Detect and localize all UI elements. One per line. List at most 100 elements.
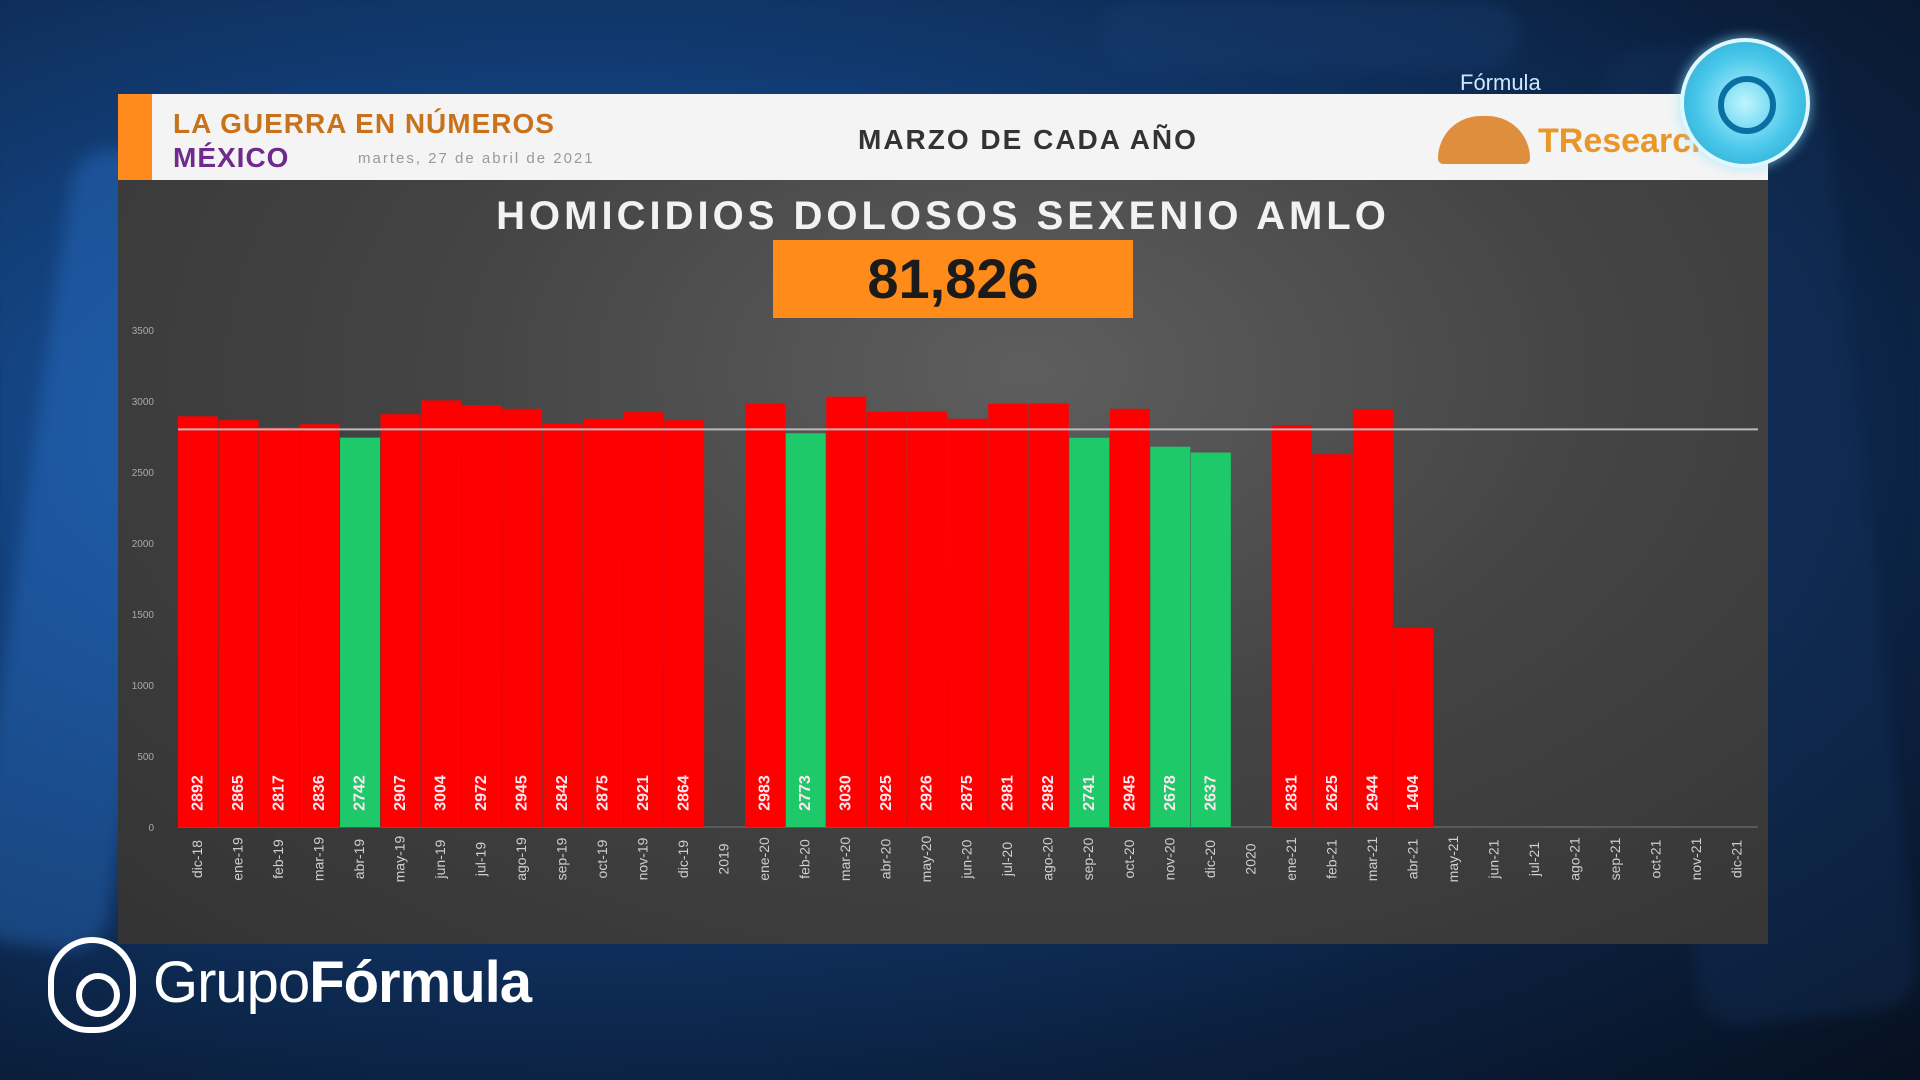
bar-value-label: 2864	[676, 775, 693, 811]
x-tick-label: sep-19	[554, 837, 570, 880]
bar	[218, 420, 259, 827]
total-box: 81,826	[773, 240, 1133, 318]
bar	[1352, 408, 1393, 827]
x-tick-label: ene-20	[756, 837, 772, 881]
x-tick-label: ago-19	[513, 837, 529, 881]
x-tick-label: mar-20	[837, 837, 853, 882]
x-tick-label: jul-19	[473, 842, 489, 877]
grupo-formula-brand: GrupoFórmula	[48, 935, 568, 1035]
bar-value-label: 2836	[311, 775, 328, 811]
x-tick-label: dic-19	[675, 840, 691, 878]
x-tick-label: nov-19	[635, 837, 651, 880]
bar	[826, 396, 867, 827]
bar-value-label: 2625	[1324, 775, 1341, 811]
x-tick-label: feb-19	[270, 839, 286, 879]
bar-value-label: 2925	[878, 775, 895, 811]
bar-value-label: 2875	[595, 775, 612, 811]
x-tick-label: ene-21	[1283, 837, 1299, 881]
brand-name-light: Grupo	[153, 950, 310, 1015]
bar-value-label: 2817	[271, 775, 288, 811]
header-title: LA GUERRA EN NÚMEROS	[173, 108, 555, 139]
bar	[623, 412, 664, 827]
x-tick-label: feb-20	[797, 839, 813, 879]
bar-value-label: 2842	[554, 775, 571, 811]
background-streak	[1100, 0, 1520, 70]
bar	[1109, 408, 1150, 827]
x-tick-label: oct-20	[1121, 839, 1137, 878]
x-tick-label: mar-21	[1364, 837, 1380, 882]
x-tick-label: ene-19	[229, 837, 245, 881]
x-tick-label: nov-20	[1161, 837, 1177, 880]
bar	[421, 400, 462, 827]
y-tick-label: 2500	[132, 468, 155, 479]
tresearch-logo-icon	[1438, 116, 1530, 164]
bar-value-label: 2637	[1202, 775, 1219, 811]
bar-value-label: 2944	[1364, 775, 1381, 811]
x-tick-label: may-20	[918, 835, 934, 882]
brand-name: GrupoFórmula	[153, 949, 532, 1016]
bar	[745, 403, 786, 827]
bar-value-label: 2981	[1000, 775, 1017, 811]
x-tick-label: abr-20	[878, 839, 894, 880]
bar	[259, 426, 300, 827]
bar-value-label: 2926	[919, 775, 936, 811]
tresearch-logo-text: TResearch	[1538, 122, 1712, 160]
bar-value-label: 3004	[433, 775, 450, 811]
bar-value-label: 2945	[1121, 775, 1138, 811]
header-accent-bar	[118, 94, 152, 180]
bar	[1028, 403, 1069, 827]
x-tick-label: jul-20	[999, 842, 1015, 877]
bar-value-label: 2945	[514, 775, 531, 811]
network-label: Fórmula	[1460, 70, 1541, 95]
y-tick-label: 0	[148, 823, 154, 834]
bar-value-label: 2865	[230, 775, 247, 811]
header-subtitle: MARZO DE CADA AÑO	[858, 124, 1198, 155]
header-date: martes, 27 de abril de 2021	[358, 150, 595, 167]
x-tick-label: jun-20	[959, 839, 975, 879]
x-tick-label: nov-21	[1688, 837, 1704, 880]
x-tick-label: oct-19	[594, 839, 610, 878]
y-tick-label: 3000	[132, 397, 155, 408]
infographic-panel: LA GUERRA EN NÚMEROS MÉXICO martes, 27 d…	[118, 94, 1768, 944]
bar	[1271, 424, 1312, 827]
bar-value-label: 2875	[959, 775, 976, 811]
y-tick-label: 500	[137, 752, 154, 763]
bar-value-label: 2983	[757, 775, 774, 811]
x-tick-label: dic-20	[1202, 840, 1218, 878]
bar	[1150, 446, 1191, 827]
x-tick-label: oct-21	[1647, 839, 1663, 878]
bar-value-label: 2921	[635, 775, 652, 811]
bar	[988, 403, 1029, 827]
chart-title: HOMICIDIOS DOLOSOS SEXENIO AMLO	[496, 194, 1390, 238]
bar-value-label: 2741	[1081, 775, 1098, 811]
x-tick-label: abr-19	[351, 839, 367, 880]
x-tick-label: jun-21	[1485, 839, 1501, 879]
bar	[178, 416, 219, 827]
x-tick-label: abr-21	[1404, 839, 1420, 880]
x-tick-label: sep-20	[1080, 837, 1096, 880]
header-country: MÉXICO	[173, 142, 290, 173]
bar	[664, 420, 705, 827]
bar	[1393, 627, 1434, 827]
bar	[461, 404, 502, 827]
bar-value-label: 2907	[392, 775, 409, 811]
x-tick-label: 2020	[1242, 843, 1258, 874]
chart-area: 0 500 1000 1500 2000 2500 3000 3500 2892 2865 2817…	[118, 180, 1768, 944]
x-tick-label: mar-19	[310, 837, 326, 882]
x-tick-label: ago-20	[1040, 837, 1056, 881]
x-tick-label: ago-21	[1566, 837, 1582, 881]
bar	[542, 423, 583, 827]
bar-value-label: 2742	[352, 775, 369, 811]
bar-value-label: 2831	[1283, 775, 1300, 811]
bar-chart: 0 500 1000 1500 2000 2500 3000 3500 2892 2865 2817…	[132, 326, 1758, 882]
y-tick-label: 1000	[132, 681, 155, 692]
bar-value-label: 2972	[473, 775, 490, 811]
bar	[785, 433, 826, 827]
x-tick-label: jul-21	[1526, 842, 1542, 877]
bar	[299, 424, 340, 827]
bar	[1190, 452, 1231, 827]
bar-value-label: 3030	[838, 775, 855, 811]
network-logo-icon	[1680, 38, 1810, 168]
bar-value-label: 1404	[1405, 775, 1422, 811]
x-tick-label: may-21	[1445, 835, 1461, 882]
